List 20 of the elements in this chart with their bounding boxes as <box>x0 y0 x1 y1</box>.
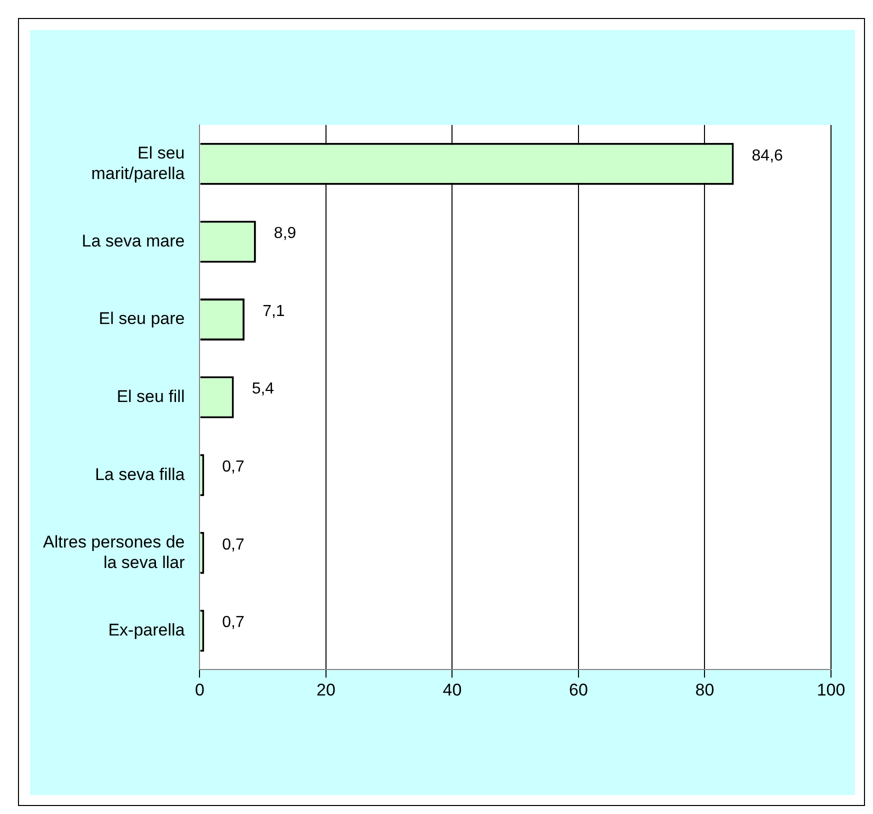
x-tick-label: 40 <box>442 680 462 700</box>
y-tick-label: La seva filla <box>94 464 186 484</box>
data-label: 0,7 <box>222 536 245 554</box>
data-label: 0,7 <box>222 458 245 476</box>
data-label: 5,4 <box>252 380 274 398</box>
y-tick-label: Altres persones de la seva llar <box>42 532 186 572</box>
y-tick-label: La seva mare <box>82 231 185 250</box>
data-label: 84,6 <box>752 147 784 164</box>
data-label: 0,7 <box>222 614 245 632</box>
data-label: 7,1 <box>262 302 285 320</box>
x-tick-label: 0 <box>195 680 204 700</box>
y-tick-label: Ex-parella <box>108 620 186 640</box>
x-tick-label: 20 <box>316 680 336 700</box>
y-tick-label: El seu marit/parella <box>91 143 186 183</box>
x-tick-label: 100 <box>816 680 846 700</box>
y-tick-label: El seu fill <box>116 386 185 406</box>
y-tick-label: El seu pare <box>98 309 185 328</box>
x-tick-label: 60 <box>569 680 588 700</box>
data-label: 8,9 <box>274 225 296 242</box>
x-tick-label: 80 <box>695 680 714 700</box>
